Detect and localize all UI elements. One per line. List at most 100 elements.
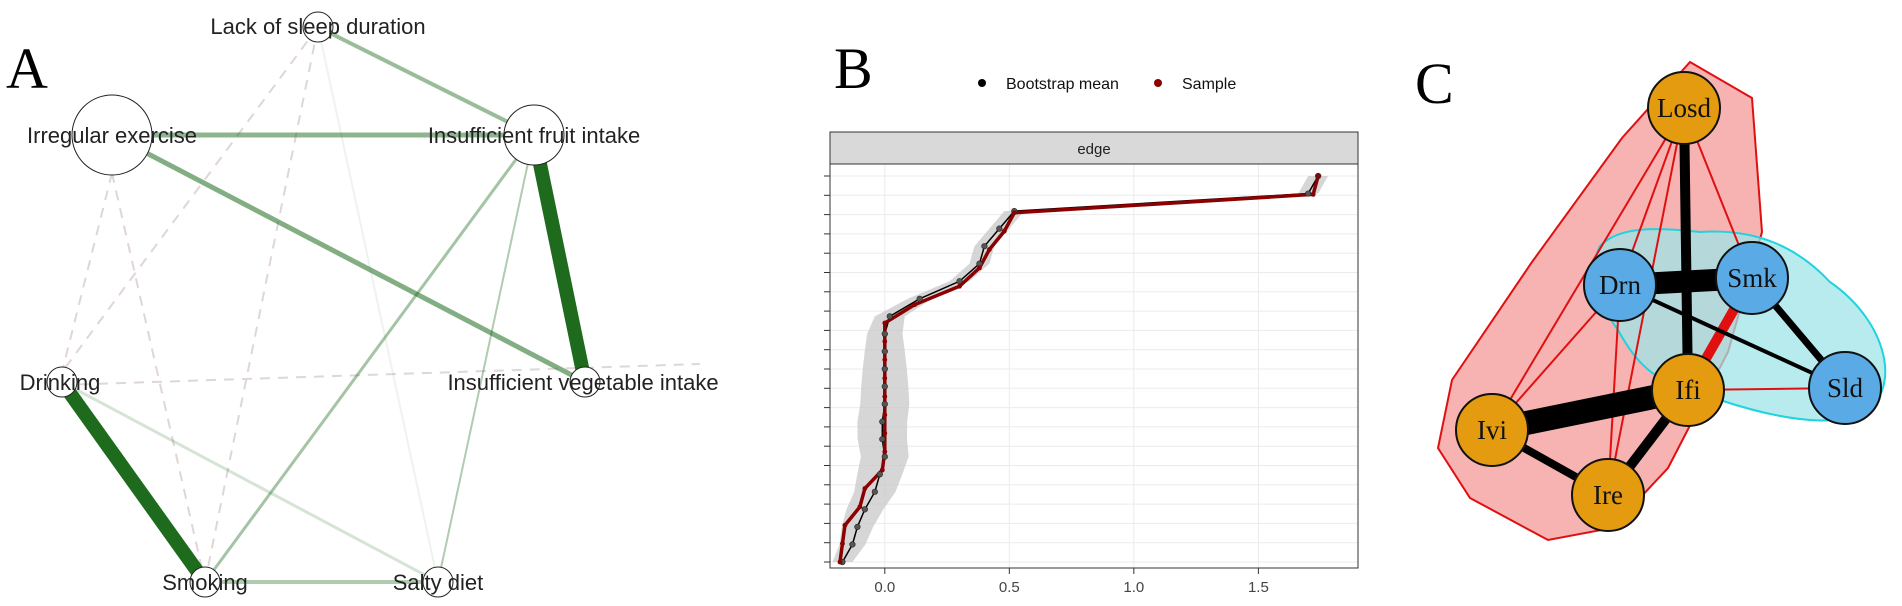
sample-point — [879, 467, 885, 473]
edge-ire-ivi — [110, 132, 587, 385]
edge-losd-smoking — [204, 26, 319, 583]
label-a-ire: Irregular exercise — [27, 123, 197, 148]
edge-ire-drinking — [61, 172, 113, 373]
label-a-smoking: Smoking — [162, 570, 248, 595]
label-c-smk: Smk — [1727, 263, 1777, 293]
edge-ire-smoking — [111, 172, 206, 583]
edge-drinking-salty — [61, 380, 439, 584]
bootstrap-points — [839, 172, 1322, 566]
plot-area — [829, 163, 1359, 569]
label-a-drinking: Drinking — [20, 370, 101, 395]
sample-point — [1315, 173, 1321, 179]
bootstrap-point — [881, 330, 888, 338]
edge-losd-drinking — [61, 26, 319, 373]
sample-point — [1310, 191, 1316, 197]
node-a-smoking — [189, 566, 221, 598]
label-c-drn: Drn — [1599, 270, 1641, 300]
plot-frame — [829, 163, 1359, 569]
bootstrap-point — [861, 506, 868, 513]
legend-label-sample: Sample — [1182, 76, 1236, 93]
bootstrap-point — [881, 365, 888, 373]
bootstrap-point — [916, 295, 923, 302]
node-c-ire — [1571, 458, 1645, 532]
sample-point — [882, 430, 888, 436]
network-c-labels: Losd Drn Smk Sld Ivi Ifi Ire — [1477, 93, 1864, 510]
chart-legend: Bootstrap mean Sample — [978, 76, 1236, 93]
node-a-ivi — [569, 366, 601, 398]
bootstrap-point — [871, 488, 878, 495]
bootstrap-point — [881, 348, 888, 355]
node-c-losd — [1647, 71, 1721, 145]
sample-point — [842, 522, 848, 528]
bootstrap-point — [879, 436, 886, 443]
panel-c: C — [1415, 51, 1887, 542]
sample-point — [862, 486, 868, 491]
edge-drinking-smoking — [56, 377, 211, 587]
sample-point — [882, 394, 888, 399]
label-a-losd: Lack of sleep duration — [210, 14, 425, 39]
sample-point — [840, 541, 845, 547]
node-a-ire — [71, 94, 153, 176]
panel-b: B Bootstrap mean Sample edge 0.0 0.5 1.0 1.… — [824, 36, 1359, 596]
y-axis-ticks — [824, 175, 830, 563]
bootstrap-point — [981, 243, 988, 250]
bootstrap-point — [881, 453, 888, 460]
label-c-ivi: Ivi — [1477, 415, 1507, 445]
label-c-ire: Ire — [1593, 480, 1623, 510]
sample-point — [977, 265, 982, 271]
label-a-salty: Salty diet — [393, 570, 484, 595]
sample-point — [882, 320, 888, 326]
bootstrap-point — [881, 383, 888, 390]
sample-point — [957, 283, 962, 289]
edge-losd-ifi — [317, 25, 535, 137]
sample-point — [882, 449, 888, 455]
label-c-ifi: Ifi — [1675, 375, 1700, 405]
bootstrap-point — [996, 225, 1003, 232]
bootstrap-point — [876, 471, 883, 478]
positive-edges — [56, 25, 592, 587]
edge-c-drn-sld — [1619, 283, 1846, 390]
edge-drinking-ivi — [61, 363, 701, 386]
sample-point — [882, 375, 888, 381]
edge-ifi-ivi — [527, 133, 592, 384]
panel-letter-b: B — [834, 36, 873, 101]
node-c-ifi — [1651, 353, 1725, 427]
node-c-ivi — [1455, 393, 1529, 467]
sample-point — [1001, 228, 1007, 234]
sample-point — [837, 559, 843, 565]
x-tick-label: 1.5 — [1248, 579, 1269, 596]
legend-label-bootstrap: Bootstrap mean — [1006, 76, 1119, 93]
panel-letter-a: A — [6, 36, 48, 101]
edge-c-losd-ifi — [1679, 107, 1693, 391]
label-c-sld: Sld — [1827, 373, 1864, 403]
label-c-losd: Losd — [1657, 93, 1712, 123]
facet-label: edge — [1077, 141, 1110, 158]
plot-grid — [830, 164, 1358, 568]
x-tick-label: 1.0 — [1123, 579, 1144, 596]
label-a-ivi: Insufficient vegetable intake — [447, 370, 718, 395]
sample-point — [912, 302, 918, 308]
bootstrap-point — [956, 278, 963, 285]
sample-point — [882, 412, 888, 418]
sample-point — [882, 339, 888, 344]
node-c-smk — [1715, 241, 1789, 315]
panel-a: A — [6, 11, 719, 598]
node-a-ifi — [503, 104, 565, 166]
negative-edges — [61, 26, 701, 583]
x-tick-label: 0.5 — [999, 579, 1020, 596]
network-a-nodes — [46, 11, 601, 598]
bootstrap-point — [1305, 190, 1312, 197]
sample-point — [857, 504, 863, 510]
sample-point — [1011, 210, 1017, 216]
sample-point — [882, 357, 888, 363]
facet-strip — [829, 131, 1359, 165]
node-c-drn — [1583, 248, 1657, 322]
edge-ifi-smoking — [203, 134, 536, 583]
sample-point — [986, 247, 992, 252]
legend-swatch-bootstrap — [978, 79, 986, 87]
node-a-losd — [302, 11, 334, 43]
bootstrap-point — [881, 400, 888, 408]
bootstrap-point — [886, 313, 893, 320]
edge-ifi-salty — [437, 134, 535, 583]
